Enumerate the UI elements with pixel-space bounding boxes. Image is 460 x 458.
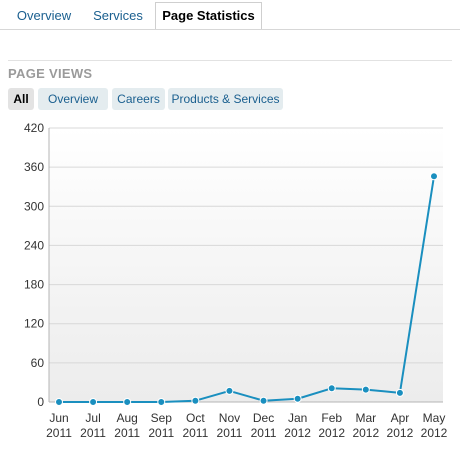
x-tick-label-month: Apr: [391, 411, 410, 425]
y-tick-label: 240: [24, 238, 44, 252]
tab-bar: Overview Services Page Statistics: [0, 0, 460, 30]
filter-products-services[interactable]: Products & Services: [168, 88, 283, 110]
data-point: [225, 386, 234, 395]
x-tick-label-year: 2011: [251, 426, 277, 440]
x-tick-label-month: Dec: [253, 411, 274, 425]
data-point: [395, 388, 404, 397]
y-tick-label: 300: [24, 199, 44, 213]
x-tick-label-month: May: [423, 411, 446, 425]
data-point: [361, 385, 370, 394]
filter-all[interactable]: All: [8, 88, 34, 110]
section-divider: [8, 60, 452, 61]
x-tick-label-month: Jul: [85, 411, 100, 425]
tab-baseline: [0, 29, 460, 30]
series-line: [59, 176, 435, 403]
x-tick-label-year: 2011: [148, 426, 174, 440]
x-tick-label-month: Jan: [288, 411, 307, 425]
data-point: [157, 398, 166, 406]
x-tick-label-year: 2012: [421, 426, 448, 440]
data-point: [327, 384, 336, 393]
x-tick-label-year: 2012: [387, 426, 414, 440]
filter-overview[interactable]: Overview: [38, 88, 108, 110]
plot-area: [49, 128, 443, 402]
y-tick-label: 60: [31, 356, 45, 370]
x-tick-label-year: 2011: [182, 426, 208, 440]
x-tick-label-month: Oct: [186, 411, 205, 425]
data-point: [55, 398, 63, 406]
filter-careers[interactable]: Careers: [112, 88, 165, 110]
x-tick-label-month: Jun: [49, 411, 68, 425]
data-point: [259, 396, 268, 405]
data-point: [123, 398, 132, 406]
x-tick-label-year: 2012: [318, 426, 345, 440]
x-tick-label-month: Mar: [355, 411, 376, 425]
x-tick-label-month: Sep: [151, 411, 173, 425]
x-tick-label-year: 2011: [217, 426, 243, 440]
y-tick-label: 360: [24, 160, 44, 174]
x-tick-label-month: Aug: [117, 411, 138, 425]
x-tick-label-year: 2012: [352, 426, 379, 440]
x-tick-label-year: 2011: [114, 426, 140, 440]
x-tick-label-month: Feb: [321, 411, 342, 425]
page-views-chart: 060120180240300360420Jun2011Jul2011Aug20…: [24, 121, 448, 440]
data-point: [89, 398, 98, 406]
tab-services[interactable]: Services: [93, 8, 143, 23]
y-tick-label: 120: [24, 317, 44, 331]
y-tick-label: 180: [24, 278, 44, 292]
data-point: [430, 172, 438, 181]
x-tick-label-year: 2011: [80, 426, 106, 440]
x-tick-label-year: 2011: [46, 426, 72, 440]
y-tick-label: 0: [37, 395, 44, 409]
x-tick-label-month: Nov: [219, 411, 240, 425]
y-tick-label: 420: [24, 121, 44, 135]
x-tick-label-year: 2012: [284, 426, 311, 440]
data-point: [293, 394, 302, 403]
tab-overview[interactable]: Overview: [16, 8, 72, 23]
tab-page-statistics[interactable]: Page Statistics: [155, 2, 262, 30]
section-title: PAGE VIEWS: [8, 66, 93, 81]
data-point: [191, 396, 200, 405]
